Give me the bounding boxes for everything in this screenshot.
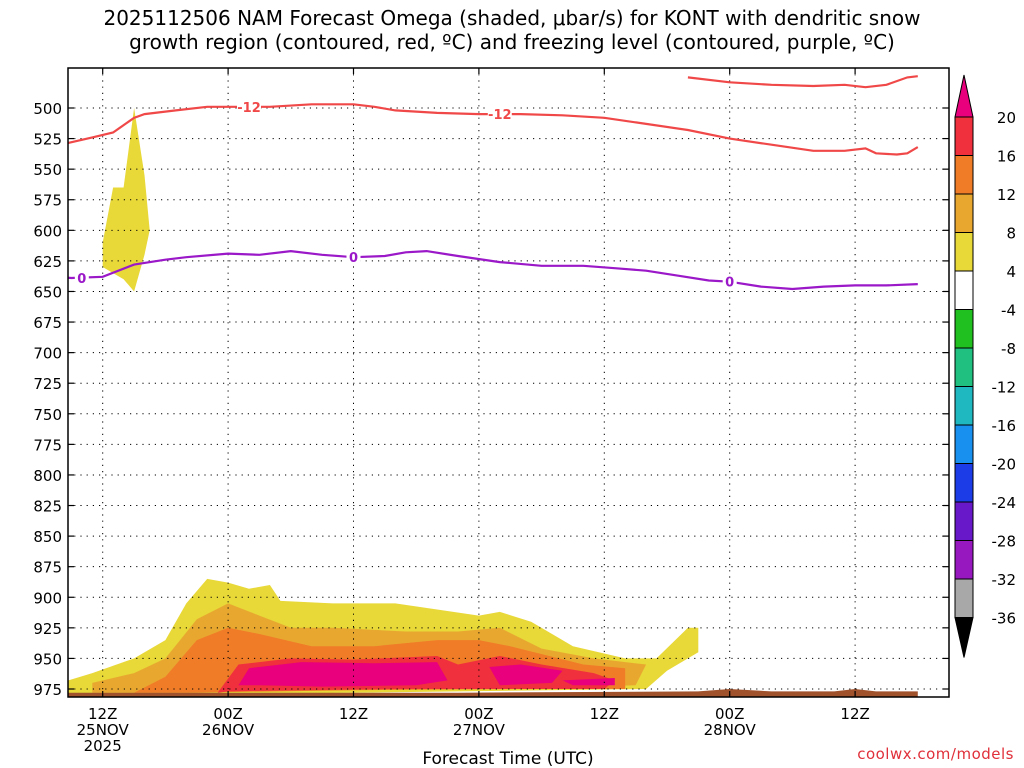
- grid: [68, 68, 949, 697]
- x-tick-label-42-1: 27NOV: [453, 721, 506, 739]
- x-tick-label-18-0: 00Z: [213, 705, 242, 723]
- colorbar-swatch-7: [954, 347, 974, 387]
- omega-shading: [68, 108, 699, 696]
- x-tick-label-66-0: 00Z: [715, 705, 744, 723]
- dgz-contour-line-0: [68, 103, 919, 156]
- x-tick-label-30-0: 12Z: [339, 705, 368, 723]
- contours: -12 -12 0 0 0: [68, 75, 919, 291]
- y-tick-label-825: 825: [33, 498, 62, 516]
- omega-region-20-6: [489, 664, 563, 686]
- colorbar-top-arrow: [954, 74, 974, 118]
- terrain-fill: [68, 689, 918, 697]
- colorbar-label-6: -8: [1001, 340, 1016, 358]
- x-tick-label-18-1: 26NOV: [202, 721, 255, 739]
- colorbar-swatch-11: [954, 501, 974, 541]
- freezing-label-bg-0: [74, 270, 89, 286]
- y-tick-label-900: 900: [33, 589, 62, 607]
- y-tick-label-925: 925: [33, 620, 62, 638]
- credit-link[interactable]: coolwx.com/models: [857, 745, 1014, 763]
- y-tick-label-875: 875: [33, 559, 62, 577]
- y-tick-label-725: 725: [33, 375, 62, 393]
- x-tick-label-6-0: 12Z: [88, 705, 117, 723]
- colorbar-label-1: 16: [997, 148, 1016, 166]
- y-tick-label-775: 775: [33, 436, 62, 454]
- x-axis-label: Forecast Time (UTC): [422, 749, 593, 768]
- x-tick-label-42-0: 00Z: [464, 705, 493, 723]
- omega-region-20-5: [238, 662, 448, 687]
- colorbar-label-11: -28: [992, 533, 1017, 551]
- colorbar-swatch-12: [954, 540, 974, 580]
- y-tick-label-800: 800: [33, 467, 62, 485]
- colorbar-label-12: -32: [992, 571, 1017, 589]
- y-tick-label-650: 650: [33, 283, 62, 301]
- y-tick-label-700: 700: [33, 345, 62, 363]
- colorbar-swatch-3: [954, 193, 974, 233]
- y-tick-label-525: 525: [33, 131, 62, 149]
- colorbar-swatch-10: [954, 463, 974, 503]
- x-tick-label-78-0: 12Z: [840, 705, 869, 723]
- y-tick-label-975: 975: [33, 681, 62, 699]
- colorbar-label-0: 20: [997, 109, 1016, 127]
- x-tick-label-6-2: 2025: [84, 737, 122, 755]
- plot-frame: [67, 67, 950, 698]
- dgz-label-bg-0: [237, 98, 261, 114]
- dgz-contour-line-1: [687, 75, 918, 89]
- freezing-level-label-2: 0: [725, 276, 734, 291]
- freezing-level-line: [68, 249, 918, 291]
- colorbar-label-8: -16: [992, 417, 1017, 435]
- y-tick-label-750: 750: [33, 406, 62, 424]
- x-tick-label-66-1: 28NOV: [704, 721, 757, 739]
- colorbar-label-10: -24: [992, 494, 1017, 512]
- dgz-label-bg-1: [487, 106, 512, 122]
- colorbar-label-7: -12: [992, 379, 1017, 397]
- y-tick-label-550: 550: [33, 161, 62, 179]
- colorbar-swatch-6: [954, 309, 974, 349]
- colorbar-swatch-4: [954, 232, 974, 272]
- colorbar-label-5: -4: [1001, 302, 1016, 320]
- colorbar-label-9: -20: [992, 456, 1017, 474]
- colorbar-swatch-5: [954, 270, 974, 310]
- x-tick-label-54-0: 12Z: [590, 705, 619, 723]
- colorbar-label-13: -36: [992, 610, 1017, 628]
- y-tick-label-500: 500: [33, 100, 62, 118]
- y-tick-label-675: 675: [33, 314, 62, 332]
- colorbar-swatch-2: [954, 155, 974, 195]
- freezing-label-bg-1: [346, 249, 361, 265]
- y-axis: 500 525 550 575 600 625 650 675 700 725 750 775 800 8…: [33, 100, 949, 699]
- colorbar-label-3: 8: [1006, 225, 1016, 243]
- y-tick-label-625: 625: [33, 253, 62, 271]
- freezing-level-label-1: 0: [349, 251, 358, 266]
- chart-title: 2025112506 NAM Forecast Omega (shaded, μ…: [0, 6, 1024, 54]
- omega-region-4-0: [102, 108, 150, 292]
- chart-title-line-2: growth region (contoured, red, ºC) and f…: [129, 30, 895, 54]
- y-tick-label-600: 600: [33, 222, 62, 240]
- freezing-label-bg-2: [722, 273, 737, 289]
- dgz-contour-label-1: -12: [488, 108, 512, 123]
- colorbar: 20 16 12 8 4 -4 -8 -12 -16 -20 -24 -28 -32 -36: [954, 74, 1017, 658]
- colorbar-swatch-9: [954, 424, 974, 464]
- y-tick-label-850: 850: [33, 528, 62, 546]
- dgz-contour-label-0: -12: [237, 101, 261, 116]
- terrain: [68, 689, 918, 697]
- colorbar-swatch-1: [954, 116, 974, 156]
- freezing-level-label-0: 0: [77, 272, 86, 287]
- colorbar-label-2: 12: [997, 186, 1016, 204]
- chart-title-line-1: 2025112506 NAM Forecast Omega (shaded, μ…: [103, 6, 921, 30]
- x-tick-label-6-1: 25NOV: [77, 721, 130, 739]
- omega-region-20-7: [562, 678, 615, 686]
- colorbar-label-4: 4: [1006, 263, 1016, 281]
- y-tick-label-575: 575: [33, 192, 62, 210]
- colorbar-bottom-arrow: [954, 617, 974, 658]
- y-tick-label-950: 950: [33, 650, 62, 668]
- colorbar-swatch-13: [954, 578, 974, 618]
- colorbar-swatch-8: [954, 386, 974, 426]
